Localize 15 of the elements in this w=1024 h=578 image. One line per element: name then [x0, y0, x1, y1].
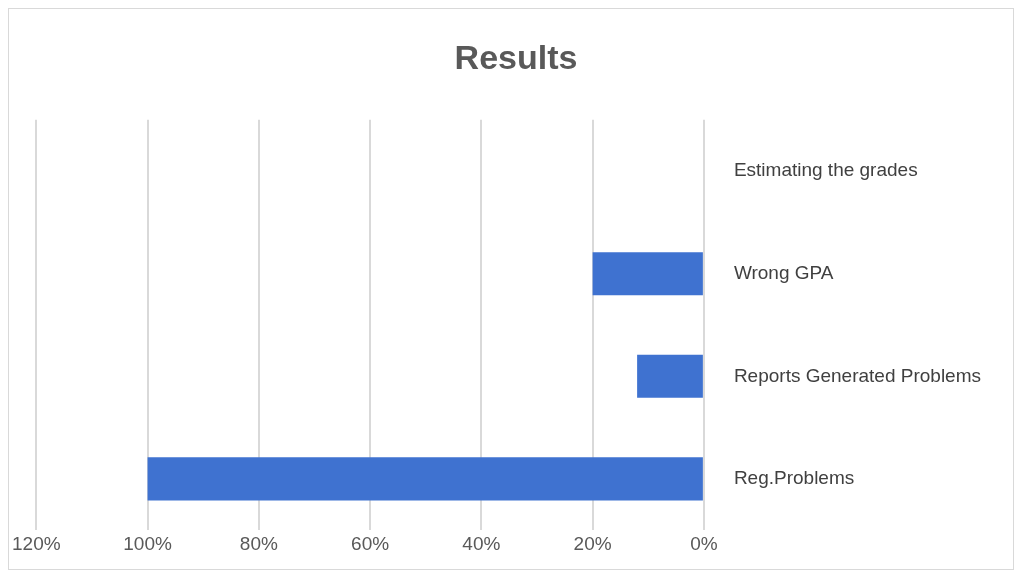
x-tick-label: 120% — [11, 532, 61, 554]
y-tick-label: Reports Generated Problems — [733, 364, 981, 386]
bar — [592, 252, 703, 296]
y-tick-label: Estimating the grades — [733, 159, 918, 181]
x-tick-label: 0% — [690, 532, 718, 554]
bar — [147, 457, 703, 501]
x-tick-label: 20% — [573, 532, 612, 554]
x-tick-label: 60% — [351, 532, 390, 554]
y-tick-label: Reg.Problems — [733, 467, 855, 489]
y-tick-label: Wrong GPA — [733, 261, 834, 283]
chart-title: Results — [454, 37, 578, 76]
x-tick-label: 80% — [239, 532, 278, 554]
bar — [637, 354, 703, 398]
x-tick-label: 100% — [123, 532, 172, 554]
x-tick-label: 40% — [462, 532, 501, 554]
